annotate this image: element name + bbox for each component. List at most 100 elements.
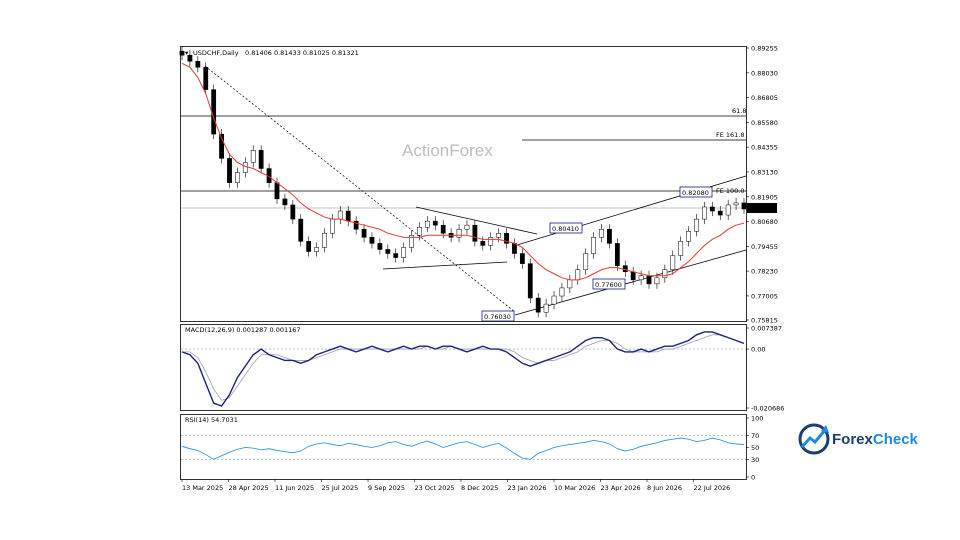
candle-body bbox=[409, 235, 414, 248]
date-axis-tick-label: 23 Oct 2025 bbox=[415, 484, 455, 492]
candle-body bbox=[725, 204, 731, 216]
moving-average-line bbox=[181, 62, 745, 281]
candle-body bbox=[472, 224, 478, 242]
price-label-2: 0.80410 bbox=[549, 222, 583, 234]
candle-body bbox=[235, 172, 240, 183]
triangle-upper-line bbox=[415, 206, 538, 235]
price-label-3: 0.77600 bbox=[592, 278, 626, 290]
chart-dynamic-layer: 0.89255 0.88030 0.86805 0.85580 0.84355 0.831… bbox=[179, 45, 784, 492]
candle-body bbox=[670, 255, 676, 270]
date-axis-tick-label: 11 Jun 2025 bbox=[275, 484, 314, 492]
candle-body bbox=[361, 228, 367, 238]
price-axis-tick-label: 0.79455 bbox=[751, 243, 778, 251]
candle-body bbox=[250, 150, 256, 163]
price-axis-tick-label: 0.77005 bbox=[751, 292, 778, 300]
candle-body bbox=[504, 233, 509, 244]
candle-body bbox=[527, 263, 533, 299]
candle-body bbox=[662, 269, 668, 279]
candle-body bbox=[686, 231, 691, 242]
candle-body bbox=[567, 279, 573, 289]
date-axis-tick-label: 8 Dec 2025 bbox=[461, 484, 498, 492]
candle-body bbox=[535, 297, 541, 313]
price-label-1: 0.82080 bbox=[679, 186, 713, 198]
candle-body bbox=[709, 206, 715, 212]
macd-axis-tick-label: -0.020686 bbox=[751, 405, 784, 413]
svg-text:0.82080: 0.82080 bbox=[682, 189, 709, 197]
candle-body bbox=[694, 218, 699, 232]
date-axis-tick-label: 25 Jul 2025 bbox=[322, 484, 359, 492]
date-axis-tick-label: 23 Apr 2026 bbox=[601, 484, 641, 492]
rsi-line bbox=[181, 437, 745, 460]
candle-body bbox=[480, 241, 486, 246]
candle-body bbox=[496, 233, 502, 238]
fe-1000-label: FE 100.0 bbox=[716, 187, 745, 195]
price-axis-tick-label: 0.81905 bbox=[751, 193, 778, 201]
candle-body bbox=[290, 204, 296, 220]
chart-ohlc: 0.81406 0.81433 0.81025 0.81321 bbox=[245, 49, 359, 57]
brand-name: ForexCheck bbox=[832, 431, 919, 448]
price-axis-tick-label: 0.75815 bbox=[751, 317, 778, 325]
candle-body bbox=[646, 275, 652, 285]
candle-body bbox=[195, 61, 201, 68]
triangle-lower-line bbox=[382, 261, 508, 270]
date-axis-tick-label: 22 Jul 2026 bbox=[694, 484, 731, 492]
rsi-axis-tick-label: 0 bbox=[751, 474, 755, 482]
date-axis-tick-label: 13 Mar 2025 bbox=[182, 484, 223, 492]
candle-body bbox=[456, 228, 462, 238]
candle-body bbox=[219, 133, 224, 159]
candle-body bbox=[702, 206, 707, 220]
date-axis-tick-label: 23 Jan 2026 bbox=[508, 484, 547, 492]
rsi-axis-tick-label: 70 bbox=[751, 432, 759, 440]
forexcheck-logo: ForexCheck bbox=[798, 423, 919, 455]
candle-body bbox=[464, 224, 470, 230]
chart-watermark: ActionForex bbox=[402, 141, 493, 160]
candle-body bbox=[377, 243, 383, 250]
candle-body bbox=[329, 218, 335, 234]
candle-body bbox=[559, 287, 565, 297]
macd-frame bbox=[180, 324, 747, 411]
candle-body bbox=[274, 182, 280, 200]
price-axis-tick-label: 0.80680 bbox=[751, 218, 778, 226]
candle-body bbox=[678, 241, 684, 256]
candle-body bbox=[741, 202, 747, 210]
candle-body bbox=[543, 303, 549, 313]
candle-body bbox=[242, 162, 248, 173]
candle-body bbox=[385, 249, 391, 254]
fe-1618-label: FE 161.8 bbox=[716, 131, 745, 139]
macd-title: MACD(12,26,9) 0.001287 0.001167 bbox=[185, 326, 301, 334]
candle-body bbox=[417, 226, 422, 236]
candle-body bbox=[717, 210, 723, 216]
candle-body bbox=[599, 228, 604, 238]
rsi-axis-tick-label: 30 bbox=[751, 456, 759, 464]
rsi-title: RSI(14) 54.7031 bbox=[185, 416, 238, 424]
chart-header-arrow: ▾ bbox=[185, 49, 189, 57]
price-axis-tick-label: 0.84355 bbox=[751, 144, 778, 152]
date-axis-tick-label: 9 Sep 2025 bbox=[368, 484, 405, 492]
candle-body bbox=[440, 224, 446, 234]
candle-body bbox=[591, 237, 597, 254]
candle-body bbox=[369, 237, 375, 244]
macd-main-line bbox=[181, 331, 745, 407]
price-axis-tick-label: 0.89255 bbox=[751, 45, 778, 53]
candle-body bbox=[337, 210, 343, 220]
svg-text:0.77600: 0.77600 bbox=[595, 281, 622, 289]
candle-body bbox=[583, 253, 589, 270]
candle-body bbox=[314, 247, 319, 252]
date-axis-tick-label: 10 Mar 2026 bbox=[554, 484, 595, 492]
candle-body bbox=[203, 67, 209, 90]
price-axis-tick-label: 0.88030 bbox=[751, 69, 778, 77]
price-axis-tick-label: 0.86805 bbox=[751, 94, 778, 102]
candle-body bbox=[393, 253, 399, 258]
rsi-axis-tick-label: 100 bbox=[751, 415, 763, 423]
price-axis-tick-label: 0.83130 bbox=[751, 168, 778, 176]
svg-text:0.76030: 0.76030 bbox=[484, 313, 511, 321]
chart-symbol: USDCHF,Daily bbox=[193, 49, 239, 57]
candle-body bbox=[512, 243, 517, 254]
candle-body bbox=[575, 269, 581, 281]
candle-body bbox=[630, 271, 636, 281]
candle-body bbox=[488, 237, 494, 246]
candle-body bbox=[614, 243, 620, 266]
candle-body bbox=[551, 295, 557, 305]
macd-axis-tick-label: 0.007387 bbox=[751, 325, 782, 333]
